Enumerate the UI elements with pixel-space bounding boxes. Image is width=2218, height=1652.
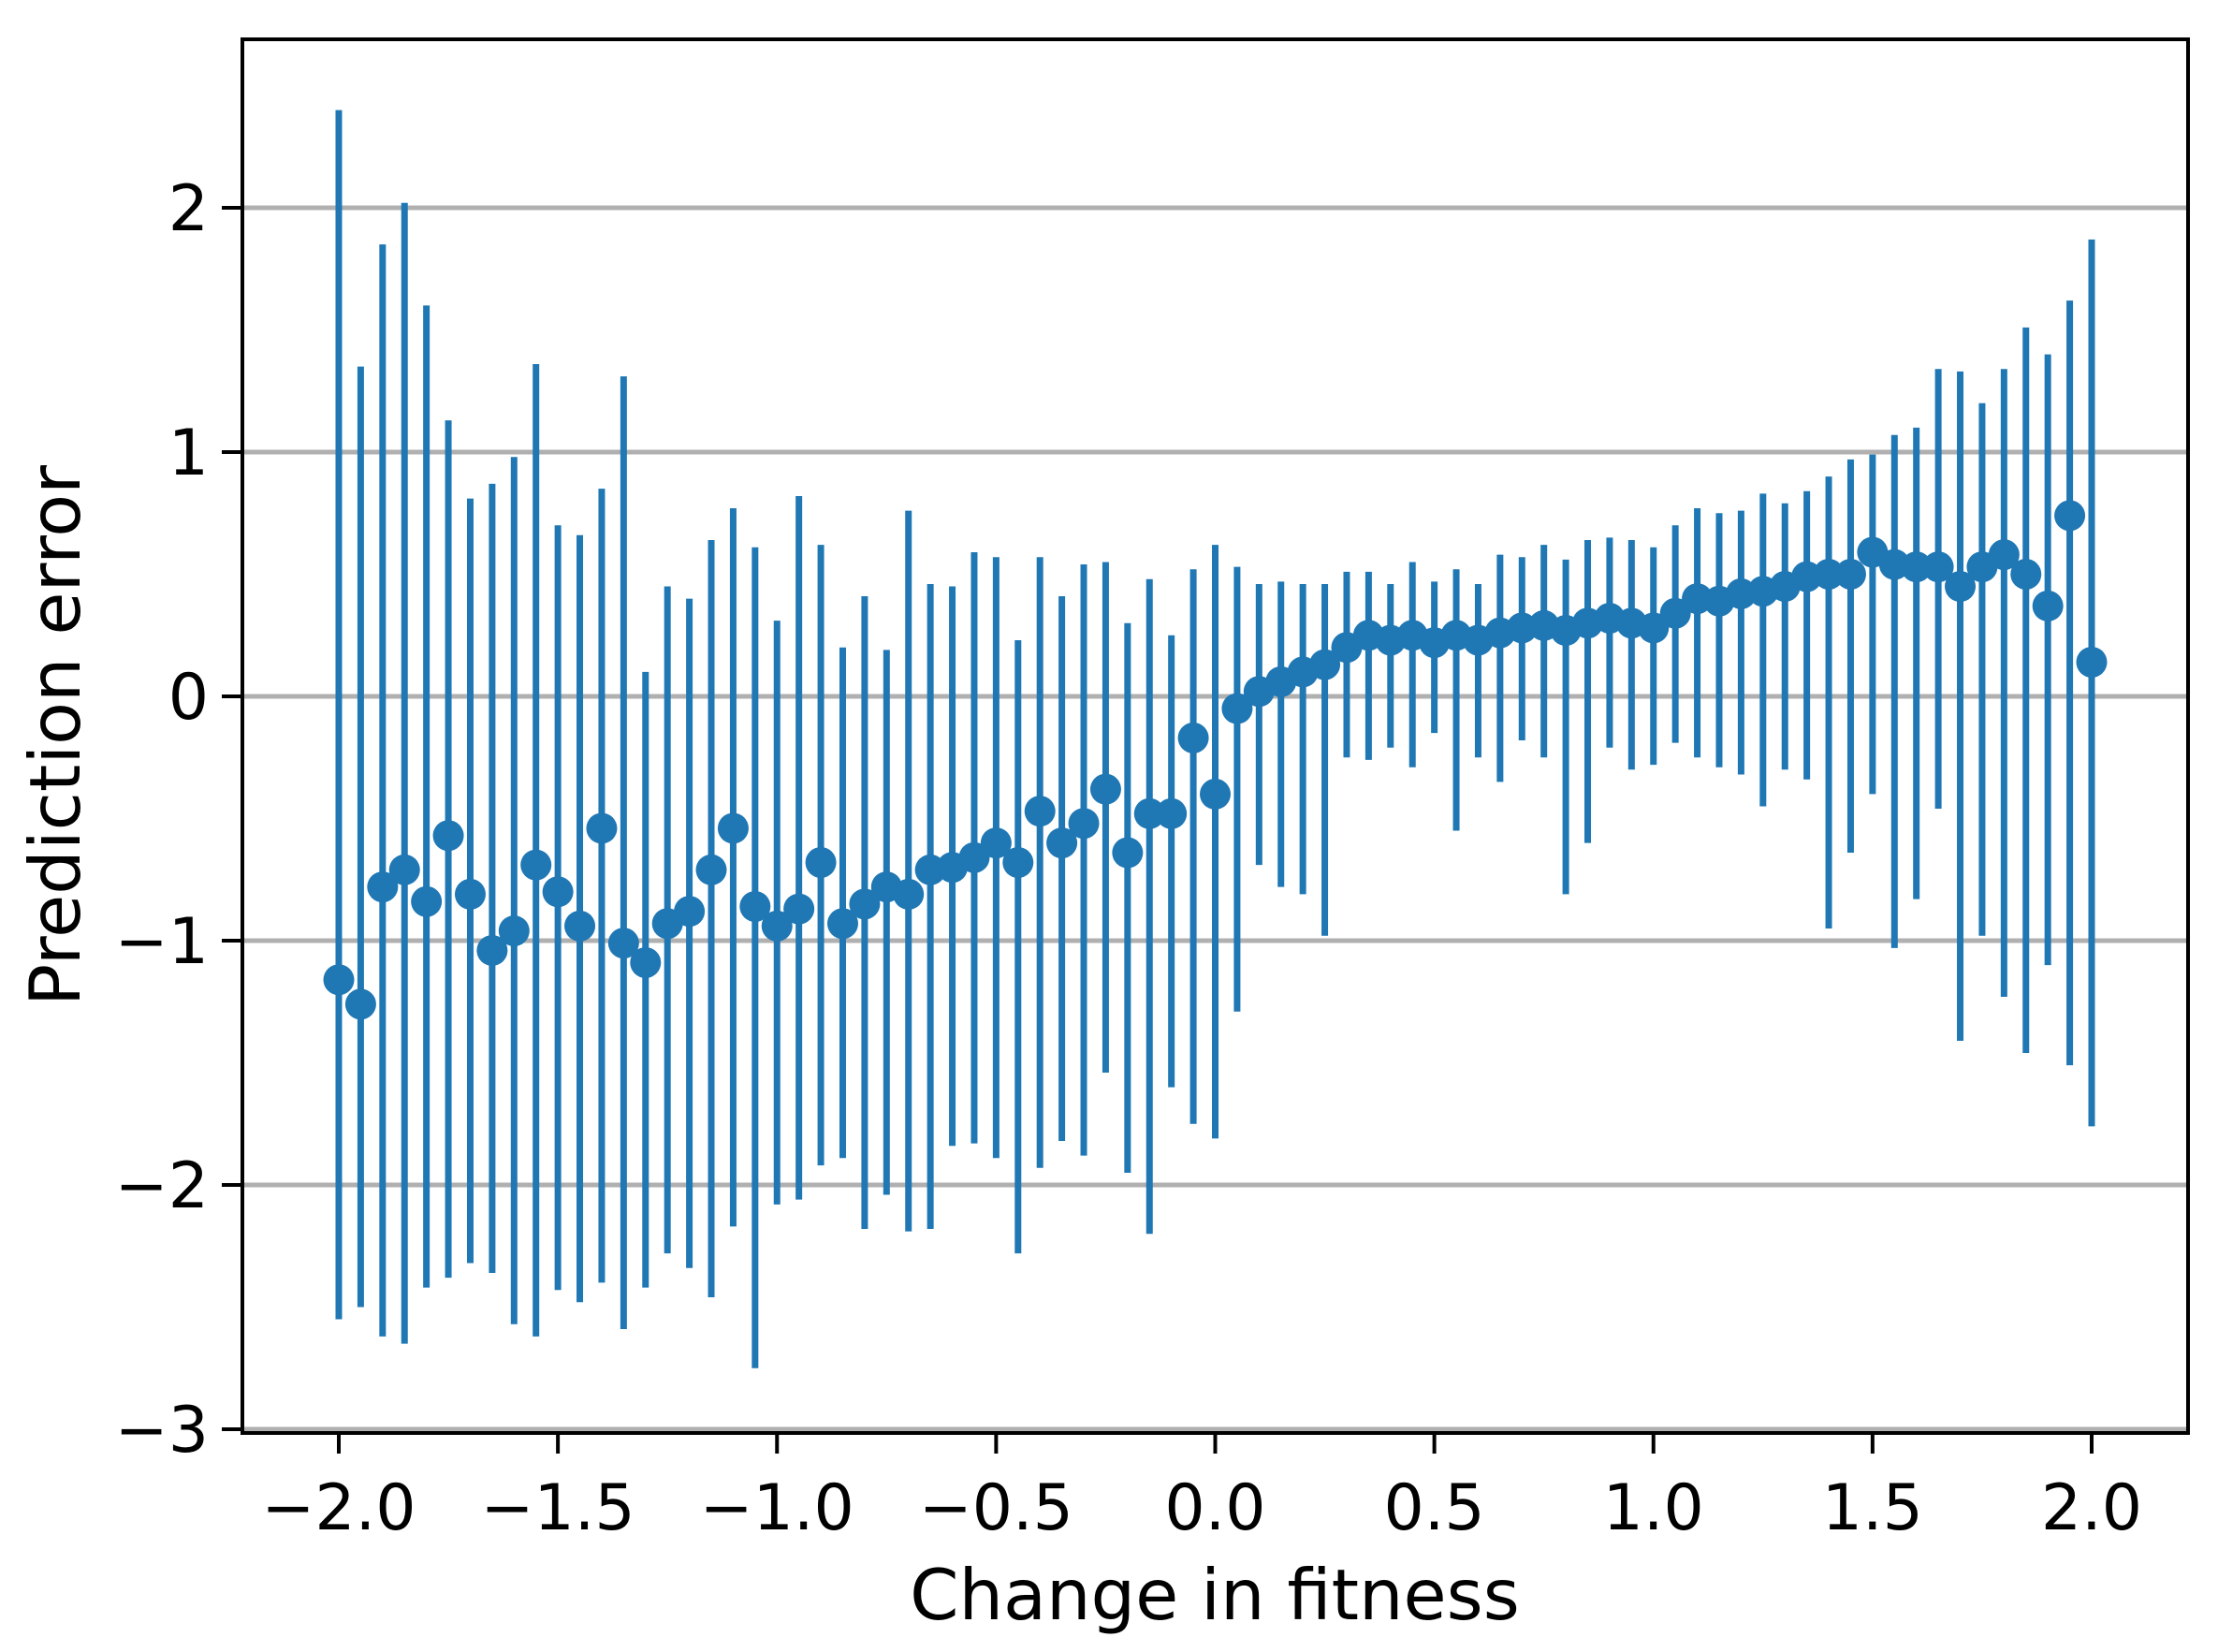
data-point (1988, 539, 2020, 571)
data-point (1813, 559, 1845, 590)
x-tick-label: −0.5 (919, 1471, 1073, 1545)
x-tick-label: −1.5 (481, 1471, 635, 1545)
data-point (805, 846, 837, 878)
data-point (1200, 778, 1231, 810)
data-point (454, 878, 486, 910)
y-axis-ticks: 2 1 0 −1 −2 −3 (115, 172, 242, 1468)
data-point (1945, 571, 1977, 603)
data-point (1901, 551, 1933, 583)
y-tick-label: 0 (168, 661, 209, 735)
data-point (1068, 808, 1100, 840)
data-point (826, 908, 858, 940)
data-point (476, 934, 508, 966)
data-point (958, 841, 990, 873)
x-tick-label: 0.5 (1384, 1471, 1485, 1545)
y-tick-label: −3 (115, 1394, 209, 1468)
data-point (783, 893, 815, 925)
data-point (520, 849, 552, 881)
data-point (761, 910, 793, 942)
data-point (1133, 797, 1165, 829)
data-point (2076, 646, 2108, 678)
data-points (323, 500, 2108, 1020)
data-point (1659, 597, 1691, 629)
data-point (411, 885, 443, 917)
data-point (674, 896, 706, 928)
data-point (2010, 559, 2042, 590)
data-point (893, 878, 925, 910)
data-point (1002, 846, 1034, 878)
error-bars (335, 110, 2095, 1368)
data-point (849, 888, 881, 920)
data-point (739, 890, 771, 922)
data-point (388, 854, 420, 885)
x-tick-label: 1.0 (1603, 1471, 1704, 1545)
data-point (1156, 797, 1188, 829)
y-tick-label: −1 (115, 905, 209, 979)
y-axis-label: Prediction error (14, 465, 96, 1006)
data-point (717, 812, 749, 844)
data-point (586, 812, 618, 844)
data-point (2054, 500, 2086, 532)
data-point (542, 876, 574, 908)
y-tick-label: 1 (168, 417, 209, 490)
data-point (1221, 693, 1253, 724)
x-tick-label: 0.0 (1164, 1471, 1265, 1545)
data-point (695, 854, 727, 885)
data-point (1834, 559, 1866, 590)
data-point (564, 910, 596, 942)
x-tick-label: 1.5 (1822, 1471, 1923, 1545)
data-point (1112, 837, 1144, 869)
data-point (1089, 773, 1121, 805)
data-point (323, 964, 355, 996)
data-point (1177, 722, 1209, 753)
x-axis-ticks: −2.0 −1.5 −1.0 −0.5 0.0 0.5 1.0 1.5 2.0 (261, 1433, 2142, 1545)
x-tick-label: 2.0 (2041, 1471, 2142, 1545)
data-point (432, 820, 464, 852)
x-tick-label: −1.0 (700, 1471, 854, 1545)
y-tick-label: −2 (115, 1149, 209, 1223)
data-point (2032, 590, 2064, 621)
data-point (980, 827, 1012, 859)
data-point (1046, 827, 1078, 859)
y-tick-label: 2 (168, 172, 209, 246)
data-point (1024, 796, 1056, 827)
data-point (1922, 551, 1954, 583)
x-axis-label: Change in fitness (910, 1554, 1520, 1636)
data-point (1638, 612, 1670, 644)
data-point (1309, 649, 1341, 680)
data-point (367, 871, 399, 903)
data-point (498, 915, 530, 947)
data-point (630, 946, 662, 978)
x-tick-label: −2.0 (261, 1471, 416, 1545)
data-point (607, 928, 639, 959)
data-point (344, 988, 376, 1020)
